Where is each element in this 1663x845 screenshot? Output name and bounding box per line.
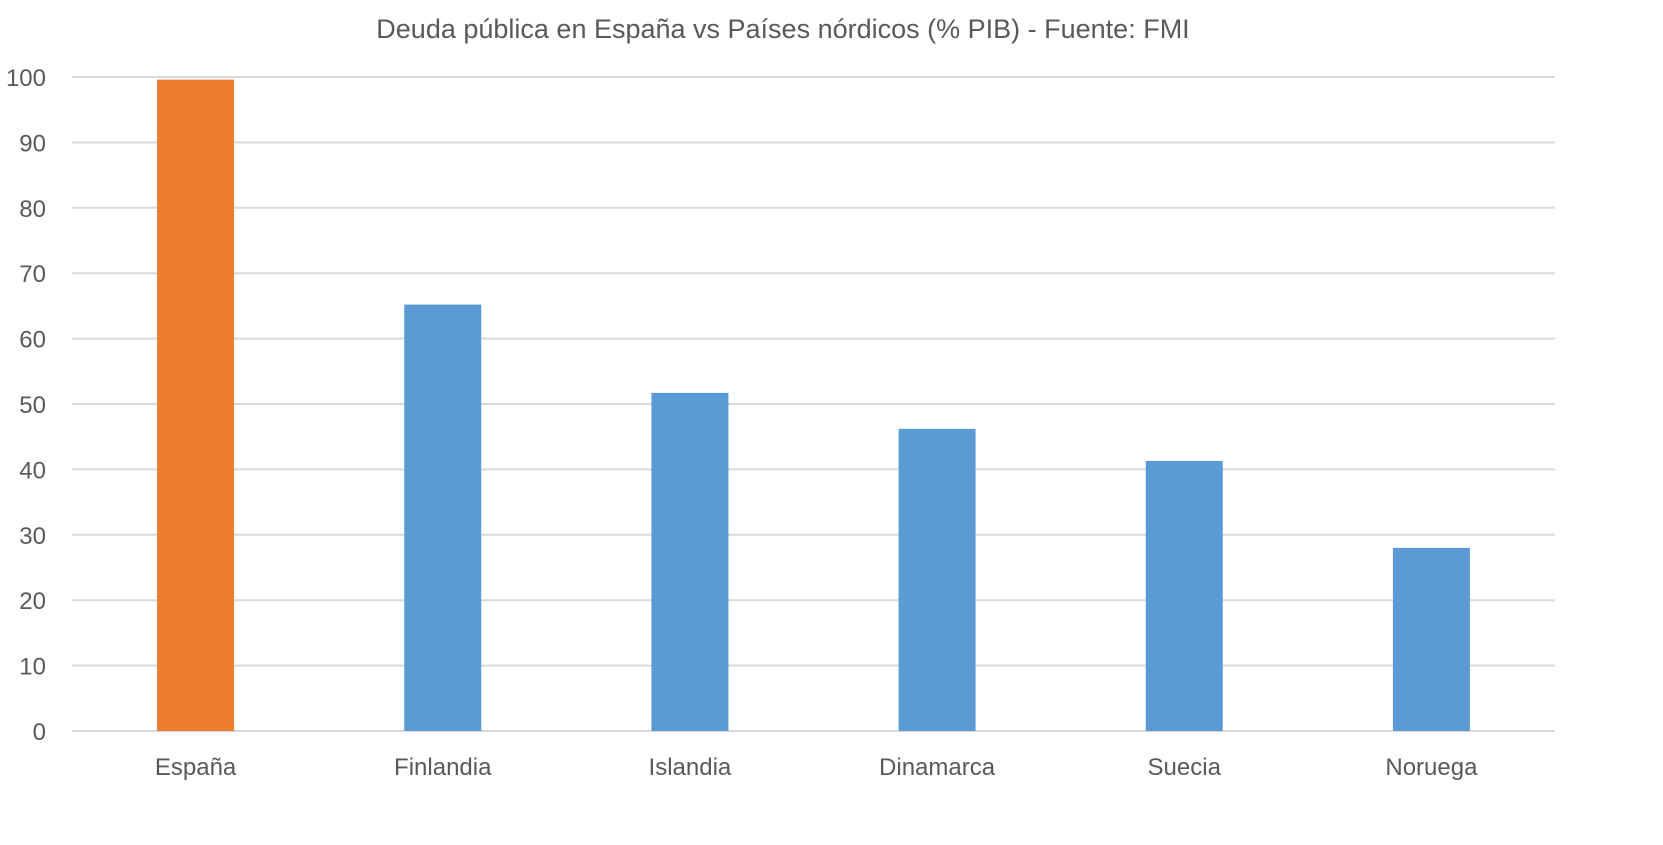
- x-axis-ticks: España Finlandia Islandia Dinamarca Suecia No…: [155, 754, 1478, 781]
- bar-españa: [157, 79, 235, 732]
- y-tick-label: 40: [19, 457, 46, 484]
- bar-islandia: [651, 392, 729, 731]
- bar-suecia: [1145, 460, 1223, 731]
- y-tick-label: 30: [19, 523, 46, 550]
- x-tick-label: Noruega: [1385, 754, 1478, 781]
- x-tick-label: España: [155, 754, 237, 781]
- y-tick-label: 0: [33, 719, 46, 746]
- y-tick-label: 20: [19, 588, 46, 615]
- bar-finlandia: [404, 304, 482, 731]
- y-tick-label: 50: [19, 392, 46, 419]
- y-tick-label: 70: [19, 261, 46, 288]
- y-axis-ticks: 0 10 20 30 40 50 60 70 80 90 100: [6, 65, 46, 746]
- x-tick-label: Dinamarca: [879, 754, 996, 781]
- y-tick-label: 60: [19, 327, 46, 354]
- y-tick-label: 80: [19, 196, 46, 223]
- x-tick-label: Finlandia: [394, 754, 492, 781]
- gridlines: [72, 76, 1555, 732]
- y-tick-label: 100: [6, 65, 46, 92]
- bars: [157, 79, 1470, 732]
- bar-dinamarca: [898, 428, 976, 731]
- bar-noruega: [1392, 547, 1470, 731]
- y-tick-label: 10: [19, 654, 46, 681]
- x-tick-label: Islandia: [649, 754, 732, 781]
- y-tick-label: 90: [19, 130, 46, 157]
- chart-title: Deuda pública en España vs Países nórdic…: [376, 14, 1189, 44]
- x-tick-label: Suecia: [1148, 754, 1222, 781]
